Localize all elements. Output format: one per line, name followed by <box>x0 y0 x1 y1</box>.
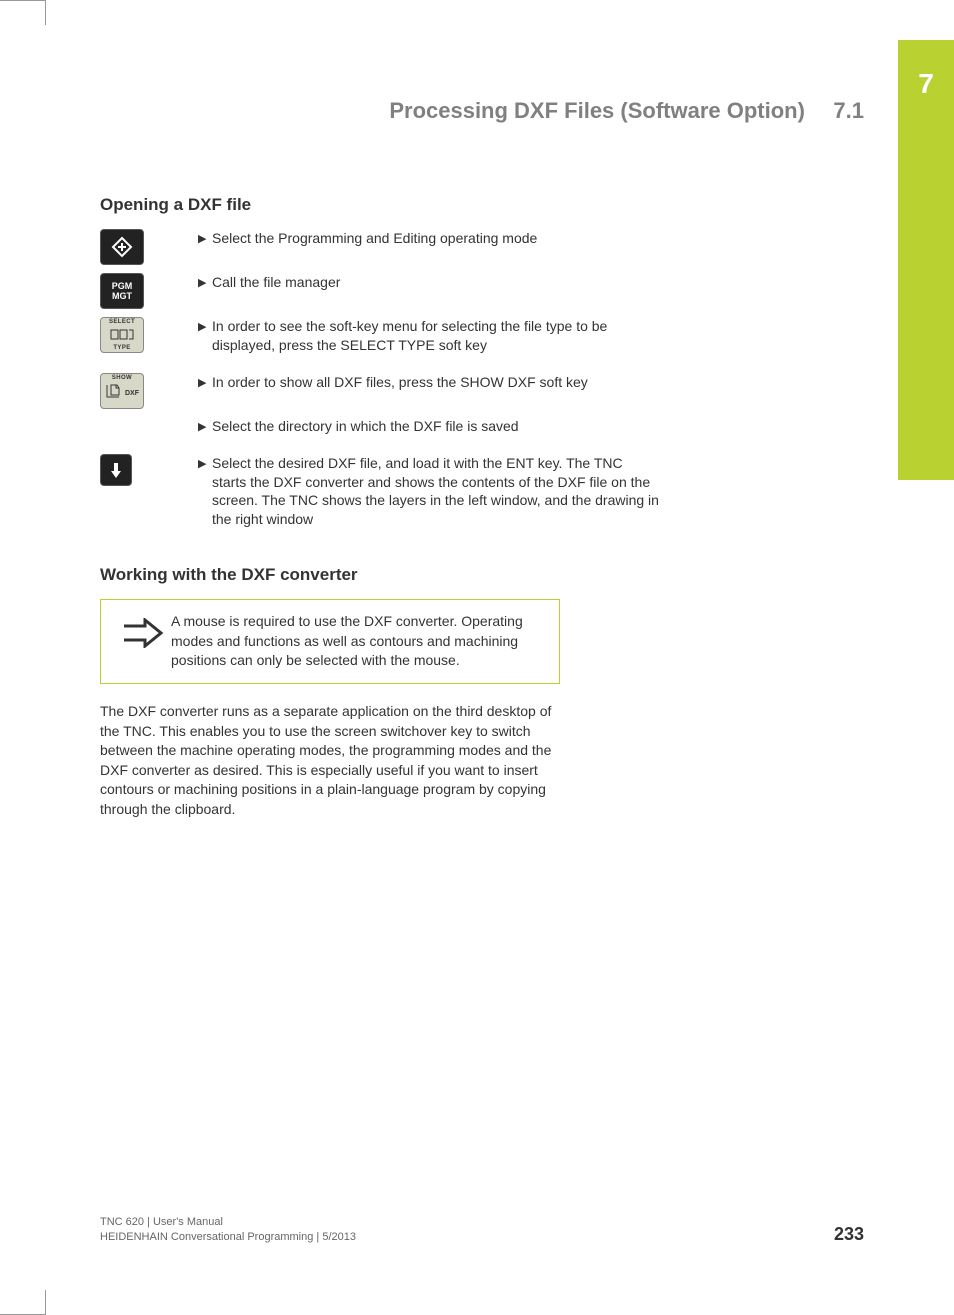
note-text: A mouse is required to use the DXF conve… <box>171 612 545 671</box>
body-paragraph: The DXF converter runs as a separate app… <box>100 702 570 820</box>
footer-line1: TNC 620 | User's Manual <box>100 1215 356 1230</box>
instruction-text: In order to see the soft-key menu for se… <box>212 317 660 355</box>
header-section: 7.1 <box>833 98 864 123</box>
page-number: 233 <box>834 1224 864 1245</box>
footer-meta: TNC 620 | User's Manual HEIDENHAIN Conve… <box>100 1215 356 1245</box>
bullet-marker-icon: ▶ <box>198 420 212 435</box>
programming-mode-icon <box>100 229 144 265</box>
header-title: Processing DXF Files (Software Option) <box>389 98 805 123</box>
chapter-number: 7 <box>898 68 954 100</box>
instruction-bullet: ▶ In order to show all DXF files, press … <box>198 373 660 392</box>
bullet-marker-icon: ▶ <box>198 320 212 335</box>
instruction-row: ▶ Select the Programming and Editing ope… <box>100 229 660 265</box>
page-content: Opening a DXF file ▶ Select the Programm… <box>100 195 660 820</box>
footer-line2: HEIDENHAIN Conversational Programming | … <box>100 1230 356 1245</box>
instruction-bullet: ▶ Select the directory in which the DXF … <box>198 417 660 436</box>
section-heading: Opening a DXF file <box>100 195 660 215</box>
instruction-bullet: ▶ Call the file manager <box>198 273 660 292</box>
instruction-row: SHOW DXF ▶ In order to show all DXF file… <box>100 373 660 409</box>
instruction-bullet: ▶ Select the Programming and Editing ope… <box>198 229 660 248</box>
page-header: Processing DXF Files (Software Option) 7… <box>100 98 864 124</box>
bullet-marker-icon: ▶ <box>198 376 212 391</box>
instruction-row: PGMMGT ▶ Call the file manager <box>100 273 660 309</box>
instruction-text: Select the directory in which the DXF fi… <box>212 417 519 436</box>
ent-key-icon <box>100 454 132 486</box>
instruction-text: Select the Programming and Editing opera… <box>212 229 537 248</box>
chapter-side-tab: 7 <box>898 40 954 480</box>
note-arrow-icon <box>115 612 171 648</box>
instruction-bullet: ▶ Select the desired DXF file, and load … <box>198 454 660 530</box>
crop-mark <box>0 0 45 1</box>
show-dxf-icon: SHOW DXF <box>100 373 144 409</box>
instruction-text: In order to show all DXF files, press th… <box>212 373 588 392</box>
icon-bottom-label: TYPE <box>101 345 143 351</box>
icon-top-label: SHOW <box>101 375 143 381</box>
bullet-marker-icon: ▶ <box>198 232 212 247</box>
icon-label: PGMMGT <box>112 281 133 301</box>
icon-side-label: DXF <box>125 390 139 397</box>
section-heading: Working with the DXF converter <box>100 565 660 585</box>
pgm-mgt-icon: PGMMGT <box>100 273 144 309</box>
note-box: A mouse is required to use the DXF conve… <box>100 599 560 684</box>
select-type-icon: SELECT TYPE <box>100 317 144 353</box>
instruction-text: Call the file manager <box>212 273 340 292</box>
crop-mark <box>45 1290 46 1315</box>
instruction-bullet: ▶ In order to see the soft-key menu for … <box>198 317 660 355</box>
crop-mark <box>45 0 46 25</box>
bullet-marker-icon: ▶ <box>198 457 212 472</box>
instruction-row: ▶ Select the directory in which the DXF … <box>100 417 660 446</box>
bullet-marker-icon: ▶ <box>198 276 212 291</box>
instruction-row: ▶ Select the desired DXF file, and load … <box>100 454 660 540</box>
instruction-text: Select the desired DXF file, and load it… <box>212 454 660 530</box>
instruction-row: SELECT TYPE ▶ In order to see the soft-k… <box>100 317 660 365</box>
page-footer: TNC 620 | User's Manual HEIDENHAIN Conve… <box>100 1215 864 1245</box>
icon-top-label: SELECT <box>101 319 143 325</box>
